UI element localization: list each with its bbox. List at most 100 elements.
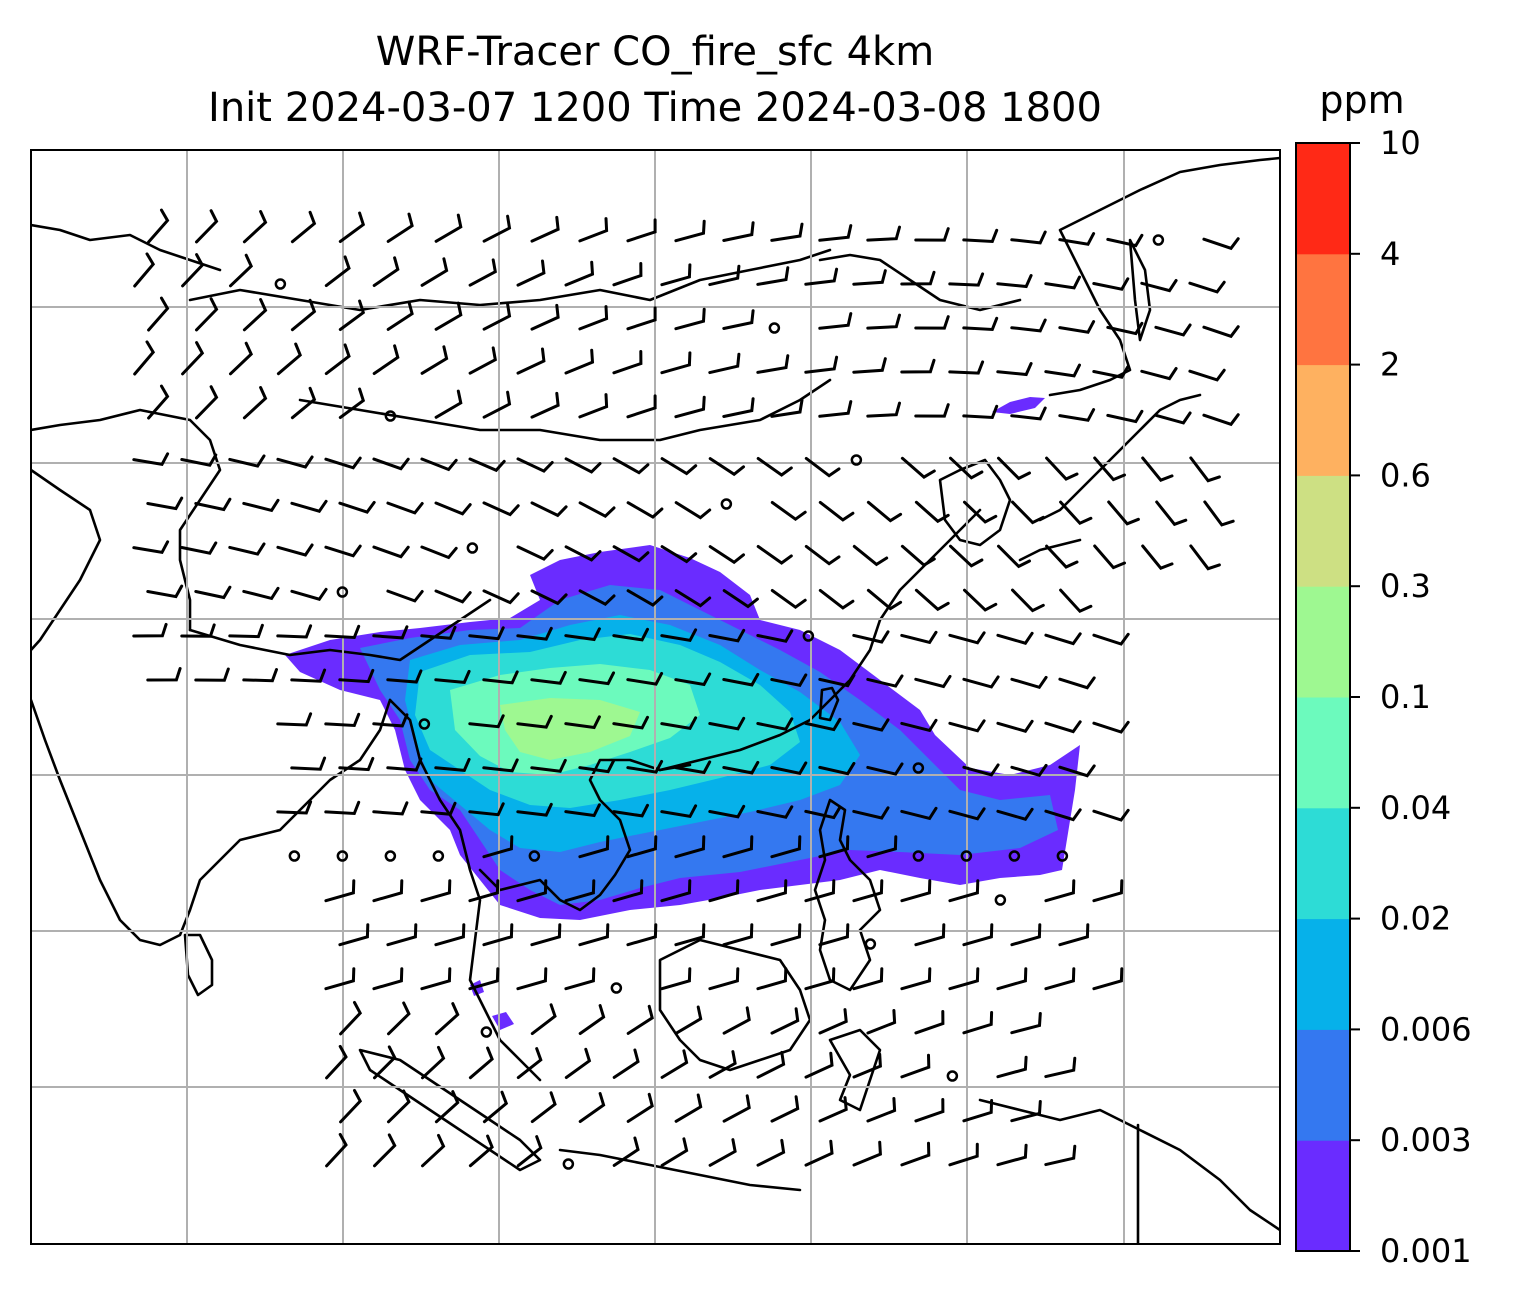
wind-barb: [674, 672, 712, 687]
wind-barb: [1045, 456, 1079, 481]
wind-barb: [530, 1091, 557, 1124]
wind-barb: [756, 805, 794, 819]
wind-barb: [146, 584, 184, 599]
wind-barb: [674, 835, 706, 859]
wind-barb: [626, 759, 664, 774]
wind-barb: [386, 212, 414, 243]
wind-barb: [852, 1140, 882, 1167]
wind-barb: [722, 221, 755, 242]
wind-barb: [420, 967, 452, 991]
wind-barb: [818, 1008, 848, 1035]
wind-barb: [948, 807, 986, 821]
wind-barb: [804, 967, 836, 991]
wind-barb: [756, 1050, 786, 1079]
wind-barb: [756, 717, 794, 731]
colorbar-segment: [1296, 918, 1350, 1030]
wind-barb: [1044, 808, 1082, 822]
plot-title-line-2: Init 2024-03-07 1200 Time 2024-03-08 180…: [208, 85, 1102, 131]
wind-barb: [756, 354, 790, 374]
wind-barb: [132, 622, 168, 638]
wind-barb: [818, 312, 853, 330]
colorbar-tick-label: 0.3: [1380, 567, 1431, 605]
wind-barb: [1044, 879, 1076, 903]
wind-barb: [818, 923, 850, 947]
wind-barb: [660, 1049, 689, 1079]
wind-barb: [325, 1044, 348, 1080]
wind-barb: [146, 667, 182, 682]
wind-barb: [963, 500, 998, 524]
wind-barb: [133, 252, 156, 288]
calm-wind-circle: [850, 454, 863, 466]
wind-barb: [962, 923, 994, 947]
wind-barb: [660, 263, 692, 287]
calm-wind-circle: [288, 850, 301, 862]
wind-barb: [276, 455, 314, 469]
wind-barb: [996, 719, 1034, 733]
wind-barb: [276, 543, 314, 557]
coastline-korea: [938, 458, 1012, 547]
wind-barb: [468, 626, 505, 641]
wind-barb: [1154, 323, 1192, 337]
wind-barb: [948, 967, 980, 991]
calm-wind-circle: [562, 1158, 575, 1170]
wind-barb: [722, 1094, 751, 1123]
wind-barb: [722, 760, 760, 775]
wind-barb: [722, 397, 755, 418]
wind-barb: [516, 626, 553, 641]
wind-barb: [373, 1045, 397, 1080]
wind-barb: [373, 1133, 397, 1168]
wind-barb: [468, 346, 497, 375]
wind-barb: [852, 1052, 882, 1079]
wind-barb: [612, 262, 643, 287]
wind-barb: [722, 589, 759, 609]
wind-barb: [482, 214, 512, 243]
wind-barb: [770, 761, 808, 775]
wind-barb: [564, 1047, 592, 1079]
wind-barb: [900, 456, 936, 479]
wind-barb: [708, 545, 745, 565]
wind-barb: [674, 760, 712, 775]
wind-barb: [949, 456, 984, 480]
wind-barb: [1010, 675, 1048, 690]
wind-barb: [482, 390, 512, 419]
wind-barb: [866, 1009, 897, 1035]
wind-barb: [996, 807, 1034, 821]
wind-barb: [818, 673, 856, 688]
coastline-borneo: [658, 938, 812, 1072]
wind-barb: [276, 342, 302, 376]
wind-barb: [626, 501, 664, 519]
wind-barb: [1010, 406, 1047, 421]
wind-barb: [963, 588, 998, 612]
wind-barb: [324, 712, 361, 728]
wind-barb: [516, 714, 553, 729]
wind-barb: [1011, 588, 1045, 613]
wind-barb: [818, 835, 850, 859]
wind-barb: [180, 541, 218, 555]
wind-barb: [948, 272, 985, 287]
colorbar-unit-label: ppm: [1319, 78, 1405, 122]
wind-barb: [770, 673, 808, 687]
map-area: [31, 150, 1280, 1244]
wind-barb: [434, 757, 471, 772]
colorbar-tick-label: 0.001: [1380, 1232, 1472, 1270]
wind-barb: [242, 298, 268, 332]
wind-barb: [612, 545, 650, 563]
wind-barb: [756, 1138, 786, 1167]
wind-barb: [578, 393, 609, 419]
wind-barb: [372, 256, 400, 287]
wind-barb: [818, 500, 855, 522]
wind-barb: [770, 1095, 800, 1123]
wind-barb: [996, 274, 1033, 289]
wind-barb: [468, 258, 497, 287]
colorbar-segment: [1296, 143, 1350, 255]
wind-barb: [818, 761, 856, 776]
wind-barb: [276, 712, 313, 727]
wind-barb: [914, 315, 950, 330]
wind-barb: [324, 967, 356, 991]
wind-barb: [900, 270, 936, 286]
wind-barb: [1058, 676, 1096, 690]
wind-barb: [482, 670, 519, 685]
wind-barb: [181, 341, 205, 376]
wind-barb: [1155, 500, 1188, 527]
wind-barb: [612, 1048, 640, 1079]
